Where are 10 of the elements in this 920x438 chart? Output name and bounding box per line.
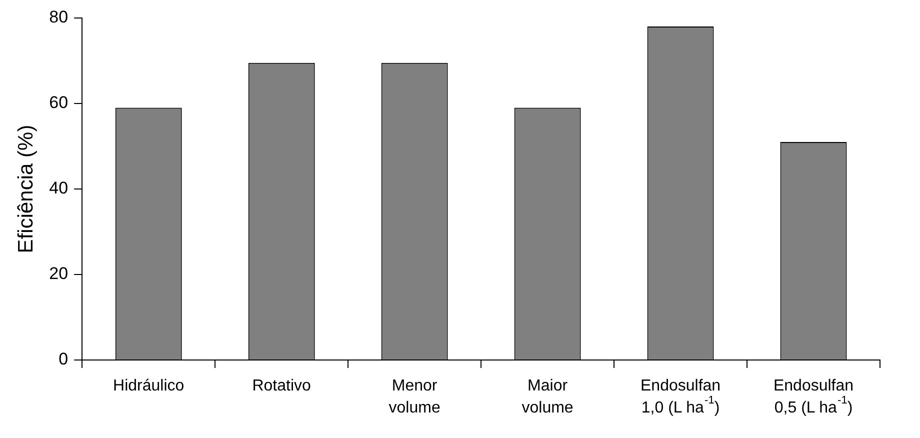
y-tick-label: 80 bbox=[49, 8, 68, 27]
x-tick-label: Menor volume bbox=[388, 377, 440, 416]
y-tick-label: 60 bbox=[49, 93, 68, 112]
x-tick-label: Maior volume bbox=[522, 377, 574, 416]
y-tick-label: 0 bbox=[58, 350, 68, 369]
y-axis-title: Eficiência (%) bbox=[14, 124, 38, 254]
y-tick-label: 20 bbox=[49, 264, 68, 284]
x-tick-label: Rotativo bbox=[252, 377, 312, 394]
y-tick-label: 40 bbox=[49, 178, 68, 198]
x-tick-label: Hidráulico bbox=[113, 377, 184, 394]
